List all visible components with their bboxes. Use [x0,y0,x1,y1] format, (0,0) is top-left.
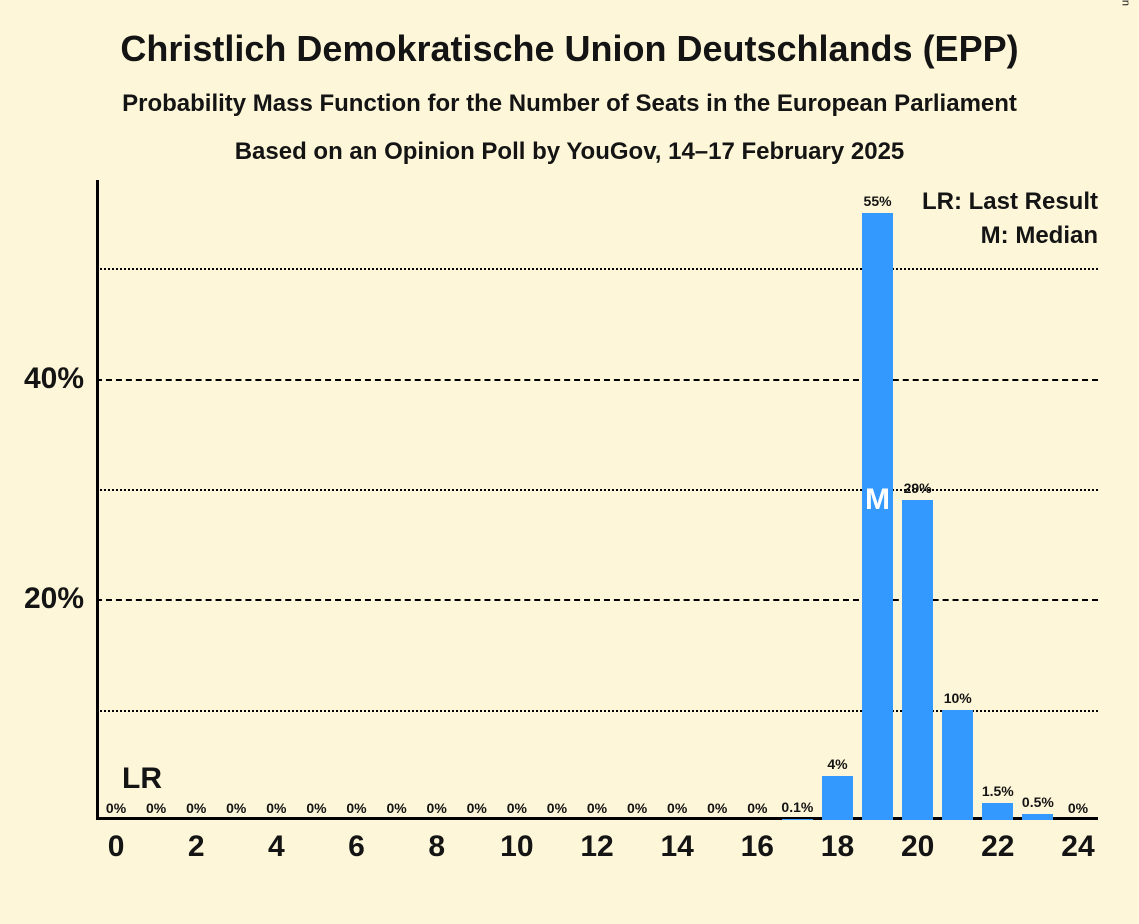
bar-label: 0% [266,800,286,816]
x-tick-label: 0 [108,820,125,864]
gridline-major [96,599,1098,601]
bar-label: 10% [944,690,972,706]
bar-label: 0% [667,800,687,816]
x-tick-label: 2 [188,820,205,864]
bar [942,710,973,820]
bar-label: 0% [587,800,607,816]
bar-label: 0% [146,800,166,816]
bar-label: 0% [427,800,447,816]
x-tick-label: 24 [1061,820,1094,864]
bar-label: 29% [904,480,932,496]
x-tick-label: 22 [981,820,1014,864]
gridline-major [96,379,1098,381]
bar [982,803,1013,820]
bar-label: 0% [467,800,487,816]
gridline-minor [96,489,1098,491]
bar-label: 0% [627,800,647,816]
legend-lr: LR: Last Result [922,188,1098,216]
x-tick-label: 16 [741,820,774,864]
x-tick-label: 8 [428,820,445,864]
bar-label: 4% [827,756,847,772]
bar-label: 0% [226,800,246,816]
x-tick-label: 20 [901,820,934,864]
median-marker: M [865,483,890,517]
bar-label: 0% [346,800,366,816]
x-tick-label: 4 [268,820,285,864]
bar [782,819,813,820]
x-tick-label: 10 [500,820,533,864]
chart-subtitle-2: Based on an Opinion Poll by YouGov, 14–1… [0,138,1139,166]
legend-m: M: Median [922,222,1098,250]
bar-label: 0% [747,800,767,816]
bar-label: 0% [707,800,727,816]
lr-marker: LR [122,762,162,796]
x-tick-label: 12 [580,820,613,864]
title-block: Christlich Demokratische Union Deutschla… [0,0,1139,166]
chart-title: Christlich Demokratische Union Deutschla… [0,0,1139,70]
bar-label: 0.1% [781,799,813,815]
bar-label: 0% [106,800,126,816]
bar-label: 0% [1068,800,1088,816]
plot-area: LR: Last Result M: Median LR 20%40%02468… [96,180,1098,820]
bar-label: 0% [547,800,567,816]
bar-label: 55% [864,193,892,209]
bar [822,776,853,820]
chart-subtitle-1: Probability Mass Function for the Number… [0,90,1139,118]
bar [1022,814,1053,820]
y-tick-label: 40% [24,362,96,396]
gridline-minor [96,268,1098,270]
x-tick-label: 6 [348,820,365,864]
x-tick-label: 18 [821,820,854,864]
copyright-text: © 2025 Filip van Laenen [1119,0,1131,6]
bar-label: 0% [186,800,206,816]
bar-label: 0% [386,800,406,816]
bar-label: 0.5% [1022,794,1054,810]
bar-label: 0% [507,800,527,816]
bar-label: 1.5% [982,783,1014,799]
bar [902,500,933,820]
y-axis-line [96,180,99,820]
x-tick-label: 14 [660,820,693,864]
chart-container: Christlich Demokratische Union Deutschla… [0,0,1139,924]
legend: LR: Last Result M: Median [922,188,1098,256]
y-tick-label: 20% [24,582,96,616]
bar-label: 0% [306,800,326,816]
